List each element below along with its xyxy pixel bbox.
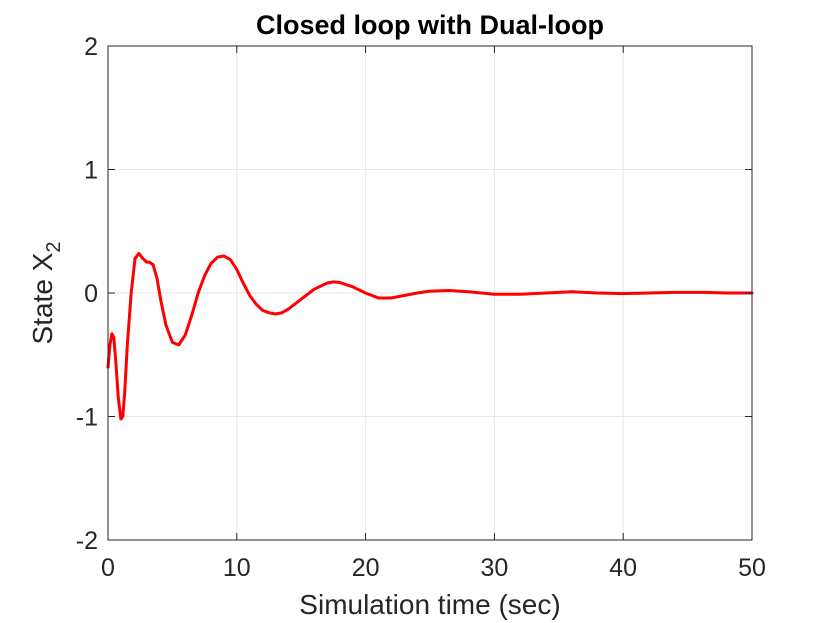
y-tick-label: 1	[84, 157, 98, 185]
tick-layer: 0 10 20 30 40 50 -2 -1 0 1 2	[76, 33, 766, 582]
x-tick-label: 30	[480, 554, 508, 582]
y-tick-label: -2	[76, 527, 98, 555]
grid-layer	[108, 46, 752, 540]
x-tick-label: 0	[101, 554, 115, 582]
chart-title: Closed loop with Dual-loop	[256, 10, 604, 40]
series-line	[106, 251, 754, 421]
y-axis-label-main: State X	[27, 252, 58, 344]
y-axis-label: State X2	[27, 242, 65, 345]
x-axis-label: Simulation time (sec)	[299, 589, 560, 620]
y-tick-label: -1	[76, 404, 98, 432]
x-tick-label: 50	[738, 554, 766, 582]
x-tick-label: 20	[352, 554, 380, 582]
x-tick-label: 10	[223, 554, 251, 582]
x-tick-label: 40	[609, 554, 637, 582]
y-tick-label: 2	[84, 33, 98, 61]
y-axis-label-subscript: 2	[43, 242, 65, 253]
y-tick-label: 0	[84, 280, 98, 308]
